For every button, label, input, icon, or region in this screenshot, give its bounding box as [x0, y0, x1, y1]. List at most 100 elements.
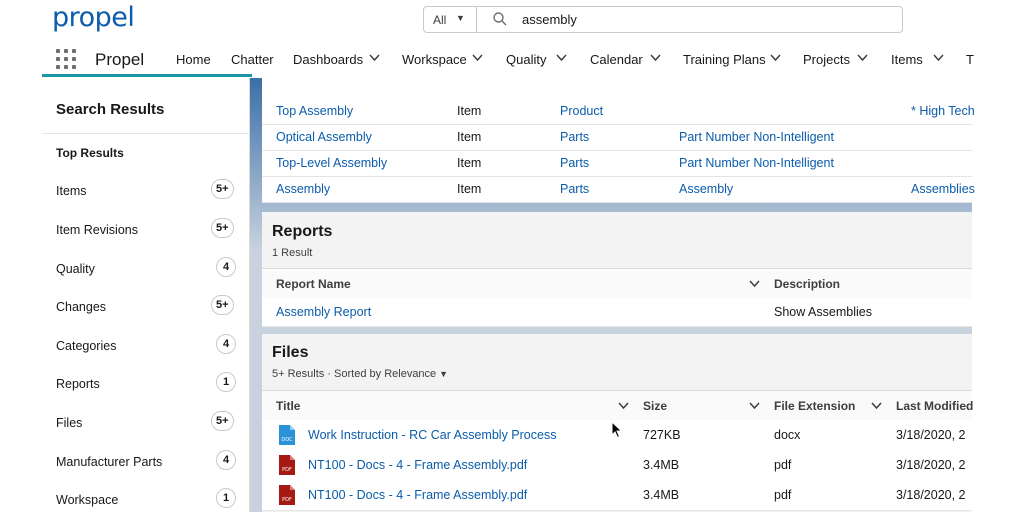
column-header-title[interactable]: Title [276, 399, 301, 413]
search-scope-dropdown[interactable]: All ▼ [424, 7, 477, 32]
table-row[interactable]: Assembly Item Parts Assembly Assemblies [262, 176, 975, 203]
propel-logo[interactable]: propel [52, 2, 135, 33]
table-row[interactable]: PDF NT100 - Docs - 4 - Frame Assembly.pd… [262, 450, 972, 481]
item-category-link[interactable]: Parts [560, 156, 590, 170]
pdf-file-icon: PDF [279, 485, 295, 505]
caret-down-icon[interactable]: ▼ [439, 369, 449, 379]
chevron-down-icon[interactable] [749, 280, 760, 288]
chevron-down-icon[interactable] [871, 402, 882, 410]
nav-calendar[interactable]: Calendar [590, 52, 643, 67]
table-row[interactable]: Top Assembly Item Product * High Tech [262, 98, 975, 125]
file-size: 727KB [643, 428, 681, 442]
items-results-card: Top Assembly Item Product * High Tech Op… [262, 78, 975, 203]
chevron-down-icon[interactable] [618, 402, 629, 410]
svg-text:PDF: PDF [282, 497, 292, 503]
item-subcategory-link[interactable]: Assembly [679, 182, 734, 196]
sidebar-item-items[interactable]: Items 5+ [42, 179, 249, 222]
nav-projects[interactable]: Projects [803, 52, 850, 67]
nav-training-plans[interactable]: Training Plans [683, 52, 766, 67]
item-extra-link[interactable]: * High Tech [911, 104, 975, 118]
item-name-link[interactable]: Assembly [276, 182, 331, 196]
file-size: 3.4MB [643, 488, 680, 502]
sidebar-item-quality[interactable]: Quality 4 [42, 257, 249, 300]
files-count: 5+ Results · Sorted by Relevance ▼ [272, 368, 448, 380]
global-search[interactable]: All ▼ assembly [423, 6, 903, 33]
docx-file-icon: DOC [279, 425, 295, 445]
sidebar-item-workspace[interactable]: Workspace 1 [42, 488, 249, 531]
divider [42, 133, 249, 134]
item-category-link[interactable]: Parts [560, 182, 590, 196]
column-header-description[interactable]: Description [774, 277, 841, 291]
reports-title: Reports [272, 223, 333, 240]
file-title-link[interactable]: Work Instruction - RC Car Assembly Proce… [308, 428, 557, 442]
item-subcategory-link[interactable]: Part Number Non-Intelligent [679, 130, 834, 144]
item-category-link[interactable]: Product [560, 104, 604, 118]
sidebar-item-changes[interactable]: Changes 5+ [42, 295, 249, 338]
column-header-file-extension[interactable]: File Extension [774, 399, 856, 413]
column-header-report-name[interactable]: Report Name [276, 277, 351, 291]
item-category-link[interactable]: Parts [560, 130, 590, 144]
chevron-down-icon[interactable] [857, 54, 868, 62]
sidebar-item-label: Items [56, 184, 87, 198]
nav-home[interactable]: Home [176, 52, 211, 67]
files-title: Files [272, 344, 309, 361]
file-title-link[interactable]: NT100 - Docs - 4 - Frame Assembly.pdf [308, 488, 528, 502]
count-badge: 1 [216, 372, 236, 392]
table-row[interactable]: Top-Level Assembly Item Parts Part Numbe… [262, 150, 972, 177]
chevron-down-icon[interactable] [650, 54, 661, 62]
svg-text:PDF: PDF [282, 467, 292, 473]
item-extra-link[interactable]: Assemblies [911, 182, 975, 196]
search-input[interactable]: assembly [522, 12, 577, 27]
sidebar-item-label: Files [56, 416, 83, 430]
chevron-down-icon[interactable] [933, 54, 944, 62]
item-type: Item [457, 156, 482, 170]
file-extension: pdf [774, 488, 792, 502]
column-header-size[interactable]: Size [643, 399, 668, 413]
sidebar-item-files[interactable]: Files 5+ [42, 411, 249, 454]
sidebar-item-label: Manufacturer Parts [56, 455, 163, 469]
nav-dashboards[interactable]: Dashboards [293, 52, 364, 67]
sidebar-item-label: Quality [56, 262, 95, 276]
sidebar-item-reports[interactable]: Reports 1 [42, 372, 249, 415]
nav-active-indicator [42, 74, 252, 77]
count-badge: 4 [216, 450, 236, 470]
files-count-text: 5+ Results · Sorted by Relevance [272, 368, 437, 380]
nav-quality[interactable]: Quality [506, 52, 547, 67]
chevron-down-icon[interactable] [749, 402, 760, 410]
table-row[interactable]: Optical Assembly Item Parts Part Number … [262, 124, 972, 151]
sidebar-item-item-revisions[interactable]: Item Revisions 5+ [42, 218, 249, 261]
count-badge: 4 [216, 334, 236, 354]
item-subcategory-link[interactable]: Part Number Non-Intelligent [679, 156, 834, 170]
reports-count: 1 Result [272, 247, 313, 259]
table-header: Title Size File Extension Last Modified [262, 390, 974, 422]
sidebar-title: Search Results [56, 101, 165, 118]
file-extension: docx [774, 428, 801, 442]
sidebar-item-label: Reports [56, 377, 100, 391]
item-name-link[interactable]: Top-Level Assembly [276, 156, 388, 170]
file-title-link[interactable]: NT100 - Docs - 4 - Frame Assembly.pdf [308, 458, 528, 472]
table-row[interactable]: PDF NT100 - Docs - 4 - Frame Assembly.pd… [262, 480, 972, 511]
nav-truncated[interactable]: T [966, 52, 974, 67]
nav-workspace[interactable]: Workspace [402, 52, 467, 67]
sidebar-item-manufacturer-parts[interactable]: Manufacturer Parts 4 [42, 450, 249, 493]
sidebar-item-label: Changes [56, 300, 107, 314]
column-header-last-modified[interactable]: Last Modified [896, 399, 974, 413]
sidebar-top-results[interactable]: Top Results [56, 146, 124, 160]
count-badge: 4 [216, 257, 236, 277]
file-last-modified: 3/18/2020, 2 [896, 428, 966, 442]
chevron-down-icon[interactable] [770, 54, 781, 62]
count-badge: 5+ [211, 411, 234, 431]
item-name-link[interactable]: Top Assembly [276, 104, 354, 118]
app-name: Propel [95, 50, 145, 69]
sidebar-item-categories[interactable]: Categories 4 [42, 334, 249, 377]
item-name-link[interactable]: Optical Assembly [276, 130, 372, 144]
table-row[interactable]: Assembly Report Show Assemblies [262, 298, 972, 327]
chevron-down-icon[interactable] [472, 54, 483, 62]
app-launcher-icon[interactable] [56, 49, 76, 69]
search-icon [493, 12, 507, 26]
chevron-down-icon[interactable] [556, 54, 567, 62]
report-name-link[interactable]: Assembly Report [276, 305, 372, 319]
chevron-down-icon[interactable] [369, 54, 380, 62]
nav-items[interactable]: Items [891, 52, 923, 67]
nav-chatter[interactable]: Chatter [231, 52, 274, 67]
